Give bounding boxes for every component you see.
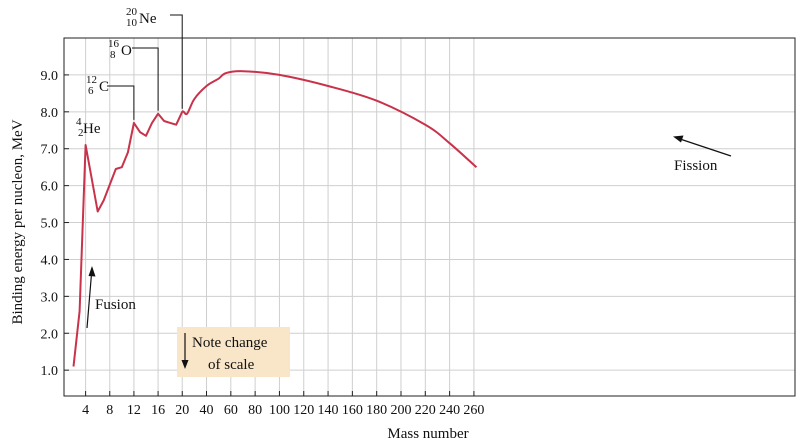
x-tick-label: 120	[293, 403, 314, 418]
fusion-arrow	[86, 267, 93, 329]
fusion-arrow-head	[88, 266, 96, 277]
y-tick-label: 6.0	[41, 180, 59, 195]
isotope-symbol: O	[121, 43, 132, 59]
x-tick-label: 8	[106, 403, 113, 418]
fission-arrow-head	[673, 135, 684, 143]
isotope-mass-number: 16	[108, 38, 120, 50]
isotope-he-label: 42 He	[76, 116, 101, 139]
isotope-leader-line	[132, 47, 159, 111]
x-tick-label: 20	[175, 403, 189, 418]
isotope-symbol: Ne	[139, 11, 157, 27]
scale-note-line1: Note change	[192, 335, 268, 351]
x-tick-label: 60	[224, 403, 238, 418]
scale-note: Note change of scale	[177, 327, 290, 377]
y-tick-label: 4.0	[41, 253, 59, 268]
isotope-mass-number: 12	[86, 74, 97, 86]
y-tick-label: 3.0	[41, 290, 59, 305]
isotope-atomic-number: 8	[110, 49, 116, 61]
y-tick-label: 7.0	[41, 143, 59, 158]
isotope-leader-line	[170, 14, 183, 109]
isotope-atomic-number: 10	[126, 17, 138, 29]
scale-note-arrow-head	[181, 360, 189, 369]
y-axis-title: Binding energy per nucleon, MeV	[10, 119, 26, 324]
isotope-o-label: 168 O	[108, 38, 159, 111]
isotope-mass-number: 4	[76, 116, 82, 128]
x-tick-label: 160	[342, 403, 363, 418]
x-tick-label: 100	[269, 403, 290, 418]
grid-lines	[64, 38, 795, 396]
scale-note-box	[177, 327, 290, 377]
isotope-symbol: He	[83, 121, 101, 137]
fusion-label: Fusion	[95, 297, 136, 313]
fusion-annotation: Fusion	[86, 266, 136, 329]
isotope-mass-number: 20	[126, 6, 138, 18]
y-tick-label: 9.0	[41, 69, 59, 84]
y-tick-label: 2.0	[41, 327, 59, 342]
x-tick-label: 180	[366, 403, 387, 418]
isotope-c-label: 126 C	[86, 74, 135, 120]
x-tick-label: 260	[463, 403, 484, 418]
x-tick-label: 40	[200, 403, 214, 418]
scale-note-line2: of scale	[208, 357, 255, 373]
y-axis-ticks: 1.0 2.0 3.0 4.0 5.0 6.0 7.0 8.0 9.0	[41, 69, 69, 379]
x-tick-label: 240	[439, 403, 460, 418]
y-tick-label: 5.0	[41, 217, 59, 232]
x-tick-label: 16	[151, 403, 165, 418]
x-tick-label: 4	[82, 403, 89, 418]
y-tick-label: 8.0	[41, 106, 59, 121]
isotope-symbol: C	[99, 79, 109, 95]
binding-energy-curve	[72, 70, 478, 367]
plot-frame	[63, 37, 796, 397]
axes	[63, 37, 796, 397]
x-axis-title: Mass number	[387, 426, 468, 442]
x-tick-label: 80	[248, 403, 262, 418]
x-tick-label: 140	[318, 403, 339, 418]
x-tick-label: 12	[127, 403, 141, 418]
isotope-atomic-number: 2	[78, 127, 84, 139]
isotope-leader-line	[107, 85, 135, 120]
series-group	[72, 70, 478, 367]
y-tick-label: 1.0	[41, 364, 59, 379]
x-tick-label: 200	[390, 403, 411, 418]
fission-annotation: Fission	[673, 135, 732, 174]
x-axis-ticks: 4 8 12 16 20 40 60 80 100 120 140 160 180 200 220 240 26…	[82, 391, 484, 418]
fission-label: Fission	[674, 158, 718, 174]
fission-arrow	[679, 138, 732, 157]
isotope-atomic-number: 6	[88, 85, 94, 97]
x-tick-label: 220	[415, 403, 436, 418]
